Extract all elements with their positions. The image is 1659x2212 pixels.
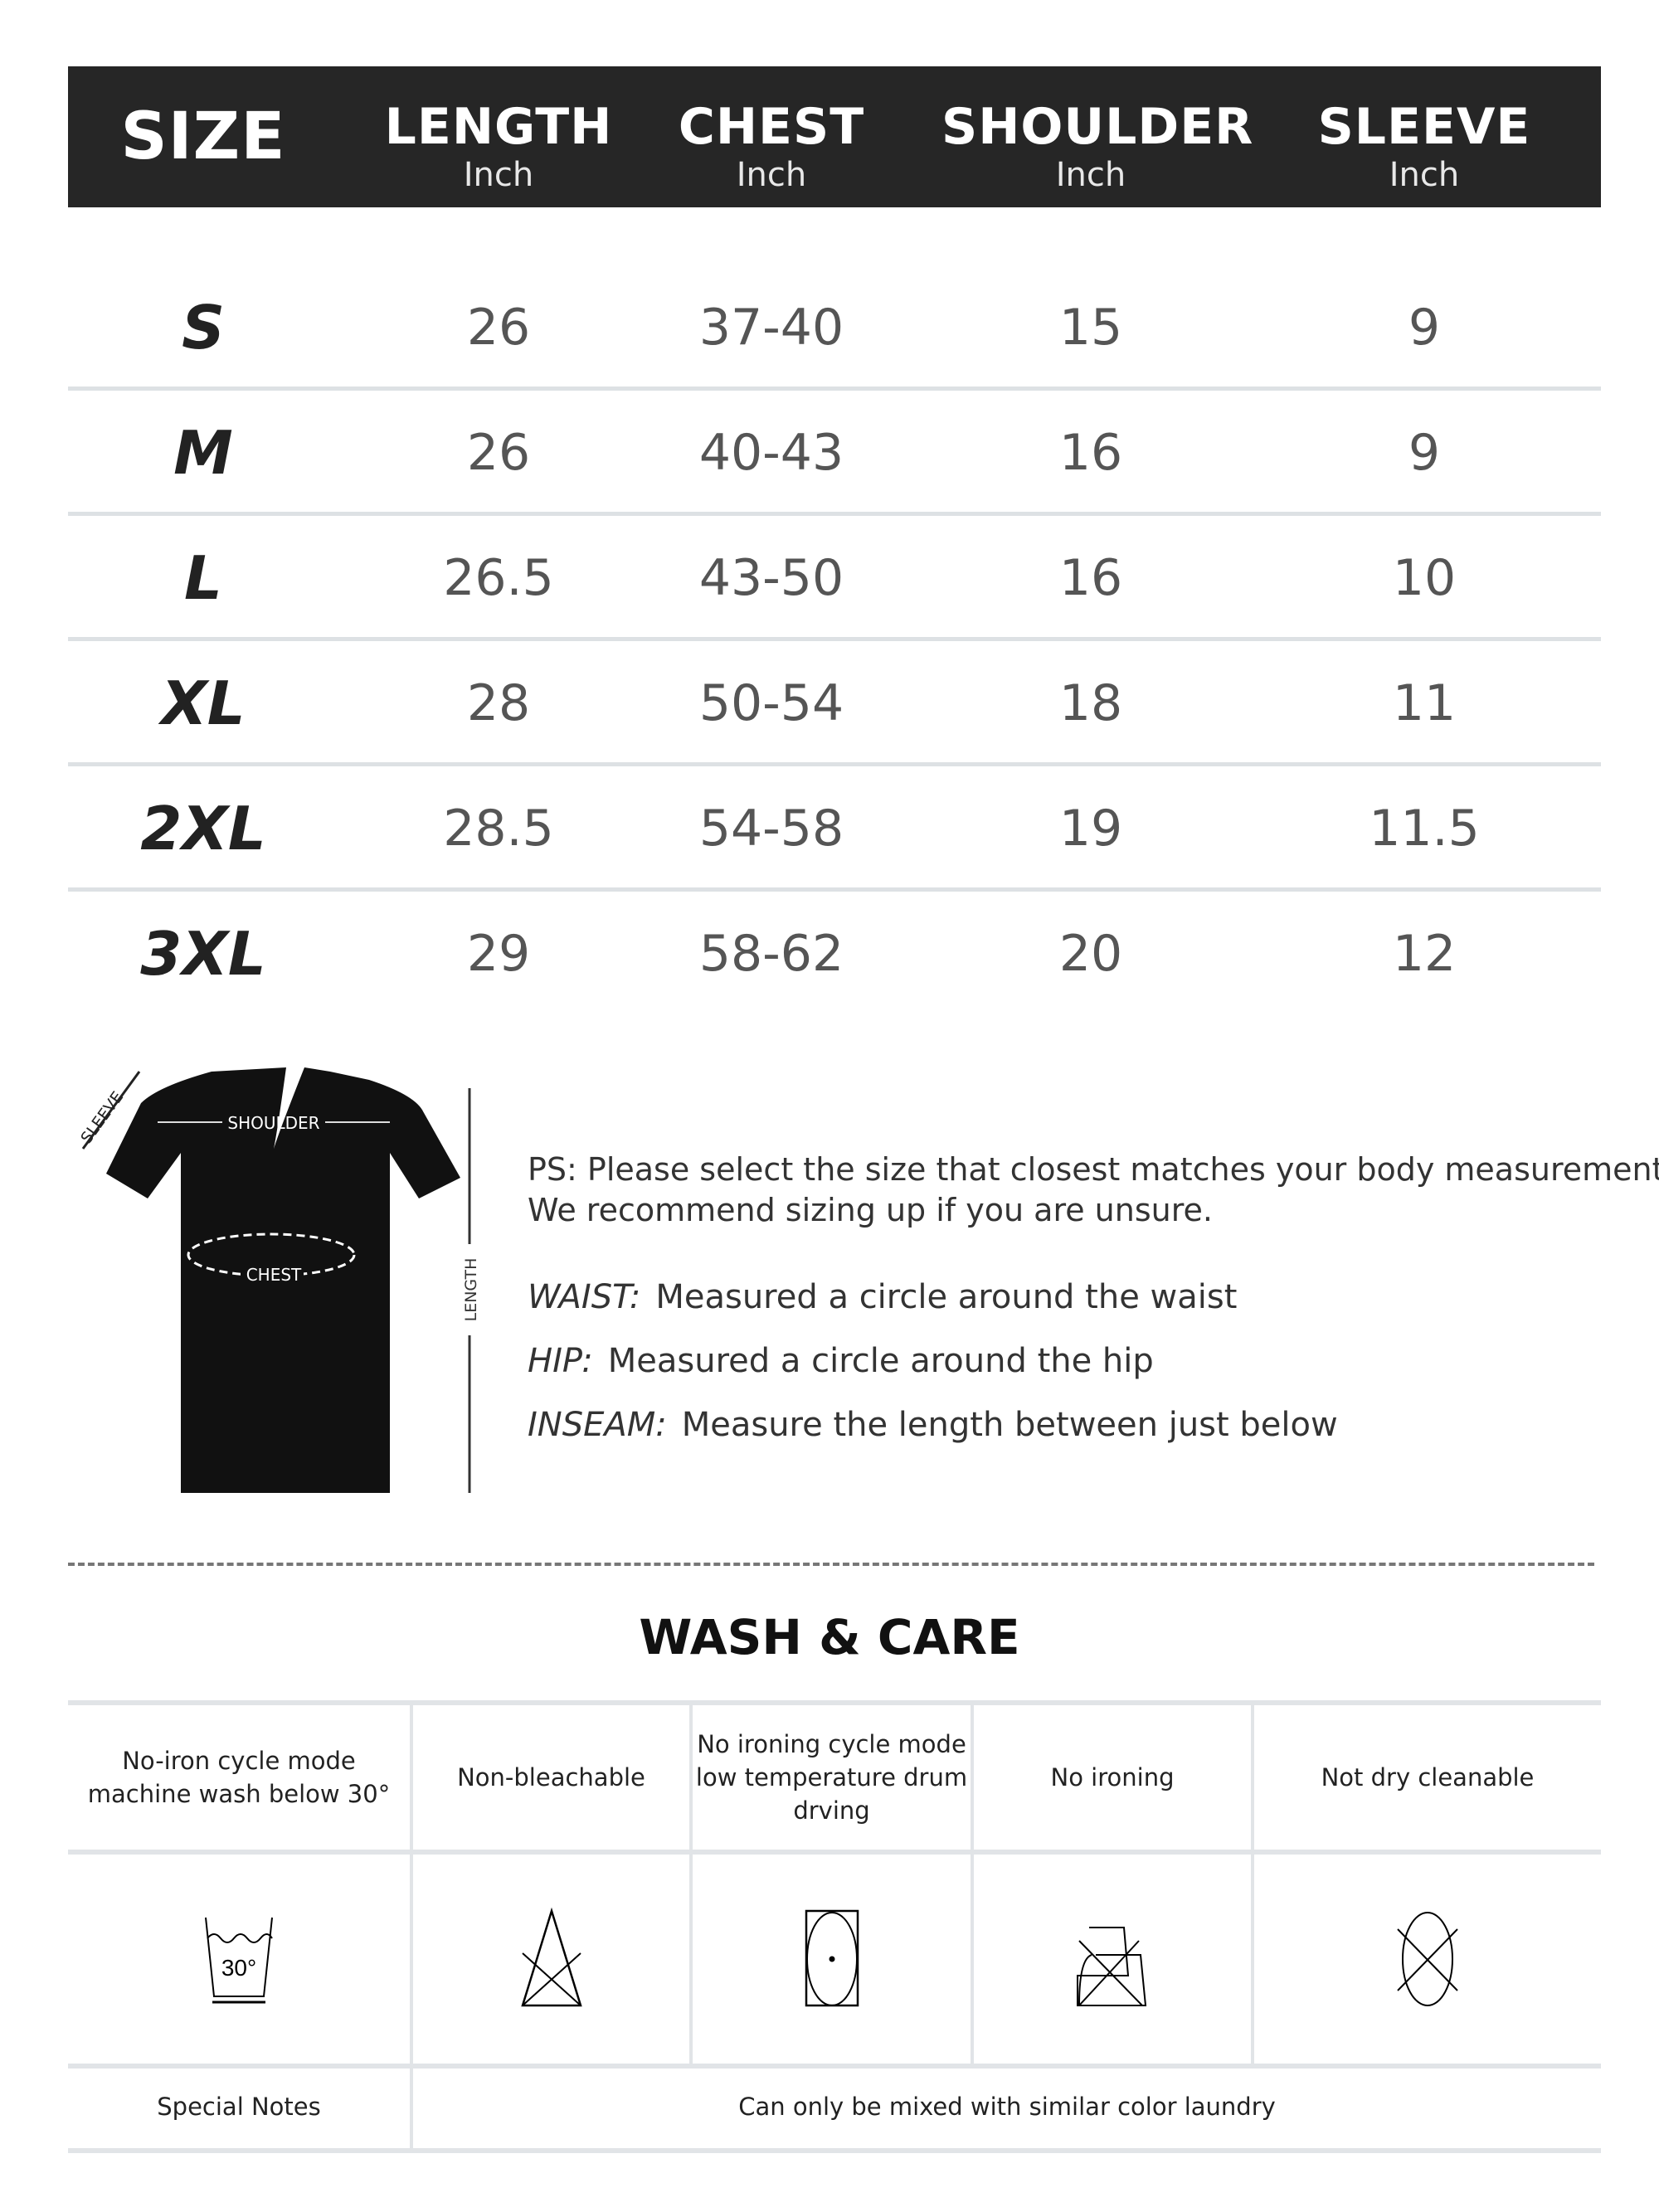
care-label: No ironing — [1050, 1763, 1175, 1791]
measurement-cell: 50-54 — [698, 674, 844, 732]
measurement-cell: 16 — [1058, 549, 1123, 607]
size-label: XL — [161, 668, 246, 738]
size-row: M 26 40-43 16 9 — [68, 391, 1601, 516]
measurement-cell: 11.5 — [1369, 800, 1480, 858]
measurement-cell: 11 — [1392, 674, 1457, 732]
divider — [68, 2148, 1601, 2153]
measurement-cell: 18 — [1058, 674, 1123, 732]
tumble-dry-low-icon — [805, 1909, 859, 2007]
divider — [68, 1850, 1601, 1855]
wash-30-icon: 30° — [205, 1917, 273, 2004]
measurement-cell: 20 — [1058, 925, 1123, 983]
length-label: LENGTH — [462, 1258, 480, 1322]
measurement-cell: 12 — [1392, 925, 1457, 983]
measurement-cell: 37-40 — [698, 299, 844, 357]
measurement-cell: 15 — [1058, 299, 1123, 357]
size-label: M — [173, 418, 233, 488]
size-row: L 26.5 43-50 16 10 — [68, 516, 1601, 641]
special-notes-text: Can only be mixed with similar color lau… — [738, 2093, 1276, 2121]
divider — [68, 2064, 1601, 2069]
special-notes-label: Special Notes — [157, 2093, 321, 2121]
size-label: S — [182, 293, 225, 362]
size-row: 2XL 28.5 54-58 19 11.5 — [68, 766, 1601, 892]
divider — [971, 1705, 974, 2064]
measurement-cell: 26 — [466, 424, 531, 482]
header-size: SIZE — [120, 100, 286, 174]
measurement-cell: 40-43 — [698, 424, 844, 482]
wash-care-title: WASH & CARE — [639, 1609, 1020, 1665]
header-length: LENGTH Inch — [384, 98, 613, 194]
size-label: L — [184, 543, 222, 613]
chest-label: CHEST — [246, 1265, 302, 1285]
section-divider — [68, 1563, 1594, 1566]
wash-temp: 30° — [221, 1955, 256, 1981]
no-bleach-icon — [520, 1907, 582, 2007]
header-chest: CHEST Inch — [678, 98, 865, 194]
care-label: No ironing cycle mode low temperature dr… — [695, 1730, 968, 1825]
size-row: S 26 37-40 15 9 — [68, 265, 1601, 391]
measurement-cell: 54-58 — [698, 800, 844, 858]
divider — [689, 1705, 693, 2064]
size-row: XL 28 50-54 18 11 — [68, 641, 1601, 766]
divider — [1251, 1705, 1254, 2064]
measurement-cell: 9 — [1408, 299, 1441, 357]
no-iron-icon — [1077, 1927, 1147, 2006]
measurement-cell: 28.5 — [443, 800, 554, 858]
divider — [68, 1700, 1601, 1705]
sleeve-label: SLEEVE — [77, 1088, 127, 1147]
care-label: No-iron cycle mode machine wash below 30… — [87, 1747, 391, 1808]
definition-hip: HIP: Measured a circle around the hip — [528, 1342, 1154, 1380]
measurement-cell: 10 — [1392, 549, 1457, 607]
measurement-cell: 28 — [466, 674, 531, 732]
definition-inseam: INSEAM: Measure the length between just b… — [528, 1406, 1338, 1444]
size-label: 2XL — [140, 794, 266, 863]
tshirt-diagram: SLEEVE SHOULDER CHEST LENGTH — [77, 1067, 480, 1493]
no-dry-clean-icon — [1397, 1912, 1458, 2006]
measurement-cell: 26 — [466, 299, 531, 357]
measurement-cell: 16 — [1058, 424, 1123, 482]
size-table-header: SIZE LENGTH Inch CHEST Inch SHOULDER Inch S… — [68, 66, 1601, 207]
size-row: 3XL 29 58-62 20 12 — [68, 892, 1601, 1017]
ps-note-line1: PS: Please select the size that closest … — [528, 1151, 1659, 1188]
care-label: Not dry cleanable — [1321, 1763, 1535, 1791]
definition-waist: WAIST: Measured a circle around the waist — [528, 1278, 1238, 1316]
ps-note-line2: We recommend sizing up if you are unsure… — [528, 1192, 1213, 1228]
measurement-cell: 19 — [1058, 800, 1123, 858]
divider — [410, 1705, 413, 2148]
header-shoulder: SHOULDER Inch — [941, 98, 1254, 194]
measurement-cell: 29 — [466, 925, 531, 983]
measurement-cell: 9 — [1408, 424, 1441, 482]
care-label: Non-bleachable — [457, 1763, 645, 1791]
shoulder-label: SHOULDER — [227, 1113, 319, 1133]
measurement-cell: 43-50 — [698, 549, 844, 607]
measurement-cell: 58-62 — [698, 925, 844, 983]
size-label: 3XL — [140, 919, 266, 989]
measurement-cell: 26.5 — [443, 549, 554, 607]
header-sleeve: SLEEVE Inch — [1317, 98, 1531, 194]
